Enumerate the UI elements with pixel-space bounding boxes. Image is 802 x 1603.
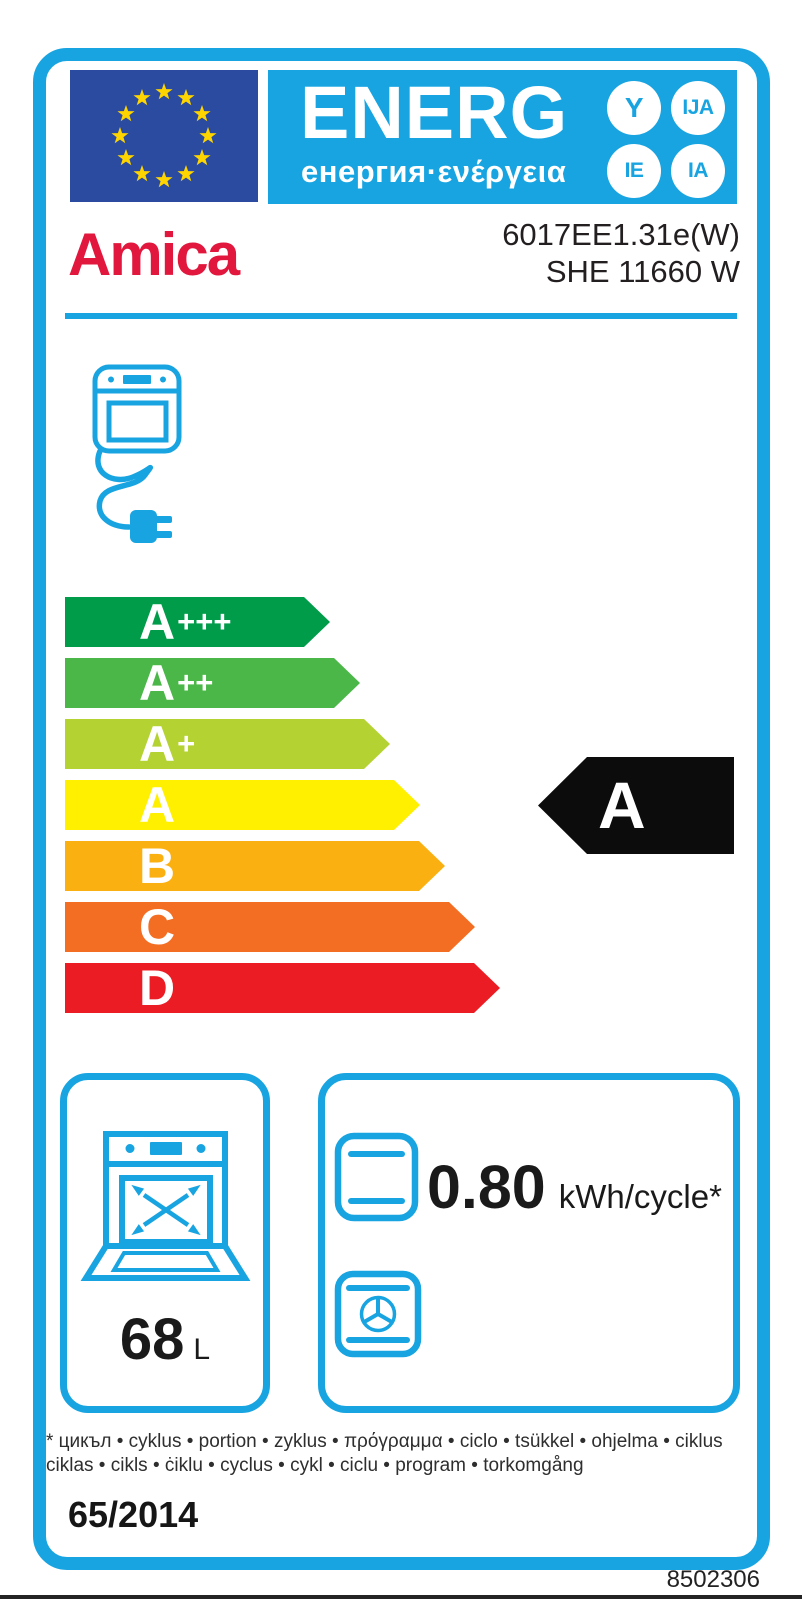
brand-logo: Amica — [68, 221, 240, 288]
regulation-number: 65/2014 — [68, 1494, 199, 1535]
document-number: 8502306 — [666, 1566, 760, 1593]
rating-arrow-b: B — [65, 841, 445, 891]
rating-letter: A — [139, 777, 176, 833]
fan-forced-icon — [334, 1270, 422, 1358]
model-numbers: 6017EE1.31e(W) SHE 11660 W — [502, 216, 740, 290]
rating-scale: A +++ A ++ A + A B C D — [65, 597, 500, 1024]
volume-unit: L — [193, 1333, 211, 1366]
footnote: * цикъл • cyklus • portion • zyklus • πρ… — [46, 1430, 762, 1478]
rating-arrow-a++: A ++ — [65, 658, 360, 708]
energy-consumption: 0.80 kWh/cycle* — [427, 1152, 722, 1222]
energy-unit: kWh/cycle* — [558, 1178, 722, 1215]
oven-plug-icon — [86, 360, 188, 552]
rating-suffix: ++ — [177, 665, 214, 700]
energ-suffix-circle: Y — [607, 81, 661, 135]
cavity-volume: 68 L — [67, 1306, 263, 1373]
rating-suffix: +++ — [177, 604, 232, 639]
energ-suffix-circle: IA — [671, 144, 725, 198]
energ-subtitle: енергия·ενέργεια — [301, 154, 567, 189]
label-border — [33, 48, 770, 1570]
rating-suffix: + — [177, 726, 196, 761]
rating-arrow-a: A — [65, 780, 420, 830]
energ-title: ENERG — [300, 71, 569, 154]
energ-circles: Y IJA IE IA — [607, 81, 725, 198]
rating-arrow-a+: A + — [65, 719, 390, 769]
energ-suffix-circle: IE — [607, 144, 661, 198]
volume-box: 68 L — [60, 1073, 270, 1413]
rating-letter: A — [139, 716, 176, 772]
volume-value: 68 — [119, 1307, 185, 1372]
oven-volume-icon — [78, 1128, 253, 1283]
conventional-heating-icon — [334, 1132, 419, 1222]
selected-rating-arrow: A — [538, 757, 734, 854]
rating-arrow-a+++: A +++ — [65, 597, 330, 647]
rating-letter: A — [139, 594, 176, 650]
rating-letter: D — [139, 960, 176, 1016]
energy-box: 0.80 kWh/cycle* — [318, 1073, 740, 1413]
rating-arrow-d: D — [65, 963, 500, 1013]
rating-letter: C — [139, 899, 176, 955]
eu-flag-stars-icon — [111, 83, 217, 188]
rating-arrow-c: C — [65, 902, 475, 952]
header-divider — [65, 313, 737, 319]
eu-flag — [70, 70, 258, 202]
energ-logo: ENERG енергия·ενέργεια Y IJA IE IA — [268, 70, 737, 204]
energy-value: 0.80 — [427, 1153, 546, 1221]
footnote-line-1: * цикъл • cyklus • portion • zyklus • πρ… — [46, 1431, 723, 1452]
rating-letter: A — [139, 655, 176, 711]
footnote-line-2: ciklas • cikls • ċiklu • cyclus • cykl •… — [46, 1455, 584, 1476]
page-bottom-edge — [0, 1595, 802, 1599]
energ-suffix-circle: IJA — [671, 81, 725, 135]
selected-rating-letter: A — [598, 768, 646, 842]
model-line-2: SHE 11660 W — [545, 254, 740, 289]
rating-letter: B — [139, 838, 176, 894]
model-line-1: 6017EE1.31e(W) — [502, 217, 740, 252]
